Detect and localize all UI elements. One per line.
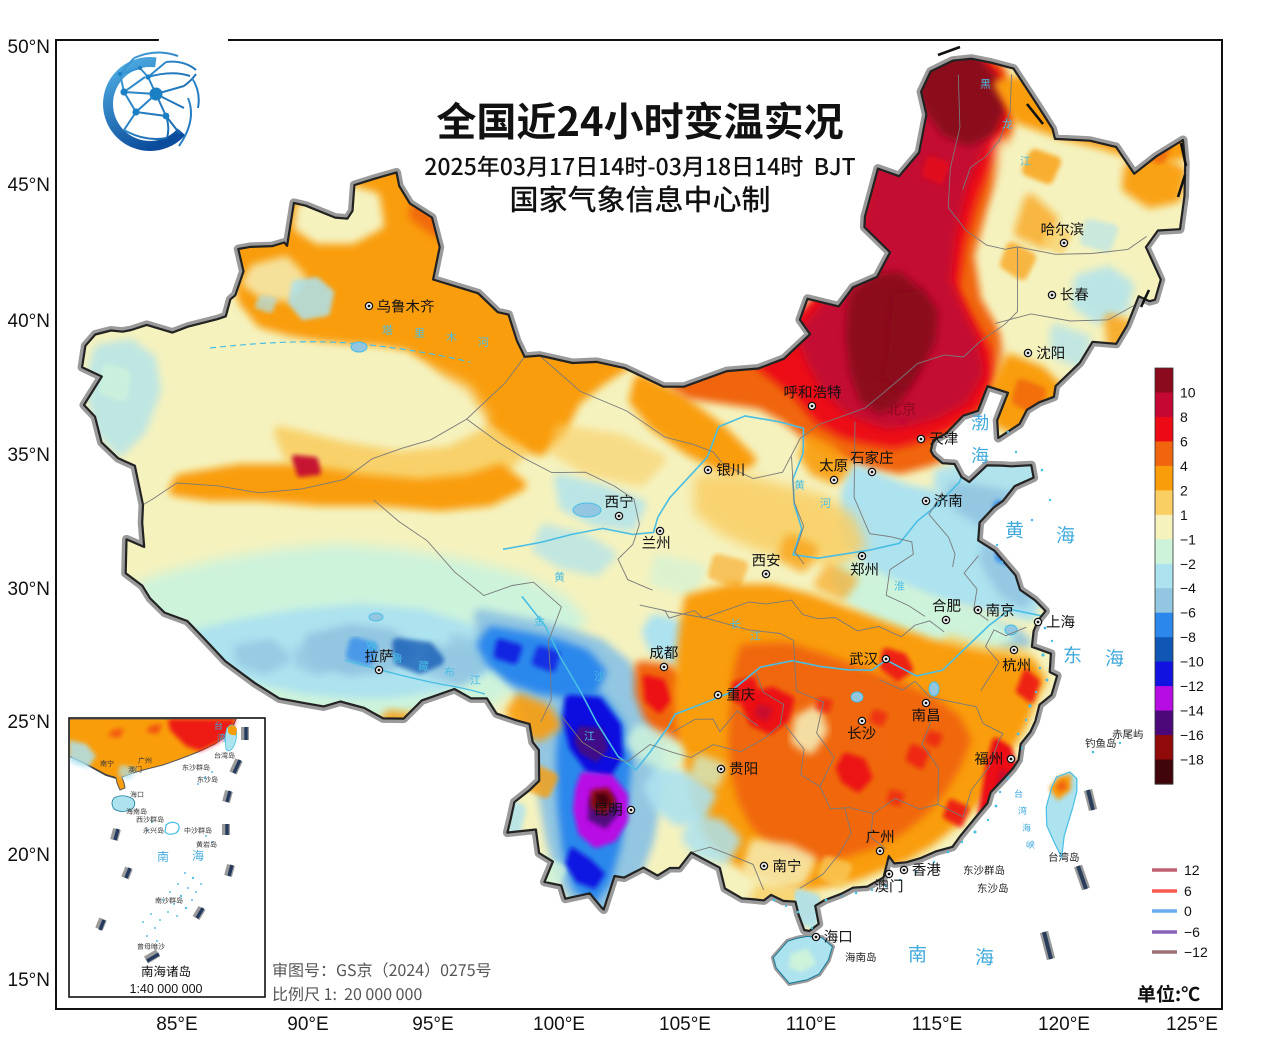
svg-text:2: 2	[1180, 482, 1188, 498]
svg-text:35°N: 35°N	[8, 445, 50, 466]
svg-text:−6: −6	[1180, 605, 1196, 621]
svg-text:0: 0	[1184, 903, 1192, 919]
svg-text:115°E: 115°E	[912, 1014, 963, 1035]
svg-text:110°E: 110°E	[786, 1014, 837, 1035]
svg-text:20°N: 20°N	[8, 845, 50, 866]
svg-text:8: 8	[1180, 409, 1188, 425]
svg-text:−8: −8	[1180, 629, 1196, 645]
svg-text:15°N: 15°N	[8, 970, 50, 991]
svg-text:−14: −14	[1180, 703, 1204, 719]
svg-text:85°E: 85°E	[156, 1014, 197, 1035]
svg-text:6: 6	[1180, 433, 1188, 449]
svg-text:−2: −2	[1180, 556, 1196, 572]
svg-text:1: 1	[1180, 507, 1188, 523]
svg-text:−6: −6	[1184, 924, 1200, 940]
svg-text:−10: −10	[1180, 654, 1204, 670]
svg-text:30°N: 30°N	[8, 579, 50, 600]
svg-text:120°E: 120°E	[1038, 1014, 1090, 1035]
svg-text:1:40 000 000: 1:40 000 000	[130, 982, 203, 996]
svg-text:105°E: 105°E	[659, 1014, 711, 1035]
svg-text:6: 6	[1184, 883, 1192, 899]
svg-text:−12: −12	[1180, 678, 1204, 694]
svg-text:95°E: 95°E	[412, 1014, 453, 1035]
svg-text:25°N: 25°N	[8, 712, 50, 733]
svg-text:40°N: 40°N	[8, 311, 50, 332]
svg-text:−1: −1	[1180, 531, 1196, 547]
svg-text:10: 10	[1180, 385, 1196, 401]
svg-text:−4: −4	[1180, 580, 1196, 596]
svg-text:100°E: 100°E	[533, 1014, 585, 1035]
svg-text:−12: −12	[1184, 944, 1208, 960]
svg-text:−18: −18	[1180, 752, 1204, 768]
svg-text:45°N: 45°N	[8, 175, 50, 196]
svg-text:125°E: 125°E	[1166, 1014, 1218, 1035]
svg-text:90°E: 90°E	[287, 1014, 328, 1035]
svg-text:4: 4	[1180, 458, 1188, 474]
svg-text:−16: −16	[1180, 727, 1204, 743]
svg-text:12: 12	[1184, 862, 1200, 878]
svg-text:50°N: 50°N	[8, 37, 50, 58]
